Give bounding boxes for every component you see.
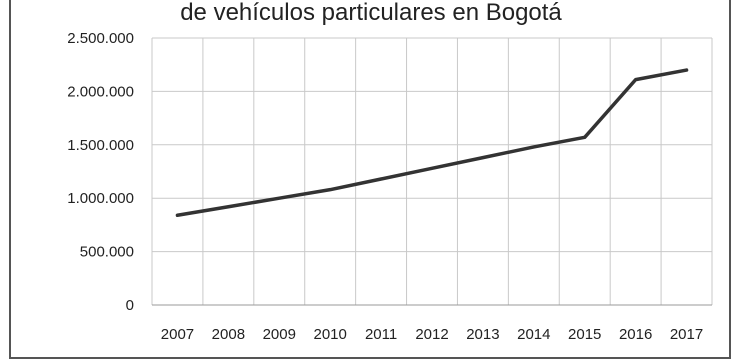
x-tick-label: 2015 bbox=[568, 326, 601, 343]
x-tick-label: 2016 bbox=[619, 326, 652, 343]
y-tick-label: 1.000.000 bbox=[67, 190, 134, 207]
data-point bbox=[227, 206, 229, 208]
data-point bbox=[482, 157, 484, 159]
x-tick-label: 2007 bbox=[161, 326, 194, 343]
data-point bbox=[686, 69, 688, 71]
x-tick-labels: 2007 2008 2009 2010 2011 2012 2013 2014 2015 2016… bbox=[161, 326, 703, 343]
y-tick-labels: 0 500.000 1.000.000 1.500.000 2.000.000 2.500… bbox=[67, 30, 134, 314]
y-tick-label: 500.000 bbox=[80, 244, 134, 261]
data-point bbox=[533, 146, 535, 148]
data-point bbox=[584, 136, 586, 138]
x-tick-label: 2017 bbox=[670, 326, 703, 343]
chart-border bbox=[9, 0, 731, 359]
x-tick-label: 2011 bbox=[365, 326, 397, 343]
data-point bbox=[635, 79, 637, 81]
x-tick-label: 2009 bbox=[263, 326, 296, 343]
y-tick-label: 0 bbox=[126, 297, 134, 314]
y-tick-label: 1.500.000 bbox=[67, 137, 134, 154]
grid bbox=[151, 37, 713, 305]
chart-title: de vehículos particulares en Bogotá bbox=[180, 0, 562, 26]
data-point bbox=[329, 189, 331, 191]
x-tick-label: 2013 bbox=[466, 326, 499, 343]
x-tick-label: 2010 bbox=[313, 326, 346, 343]
x-tick-label: 2008 bbox=[212, 326, 245, 343]
x-tick-label: 2012 bbox=[415, 326, 448, 343]
data-point bbox=[176, 214, 178, 216]
data-point bbox=[380, 178, 382, 180]
series-layer bbox=[175, 68, 689, 218]
y-tick-label: 2.000.000 bbox=[67, 83, 134, 100]
data-point bbox=[431, 167, 433, 169]
y-tick-label: 2.500.000 bbox=[67, 30, 134, 47]
data-point bbox=[278, 197, 280, 199]
x-tick-label: 2014 bbox=[517, 326, 550, 343]
